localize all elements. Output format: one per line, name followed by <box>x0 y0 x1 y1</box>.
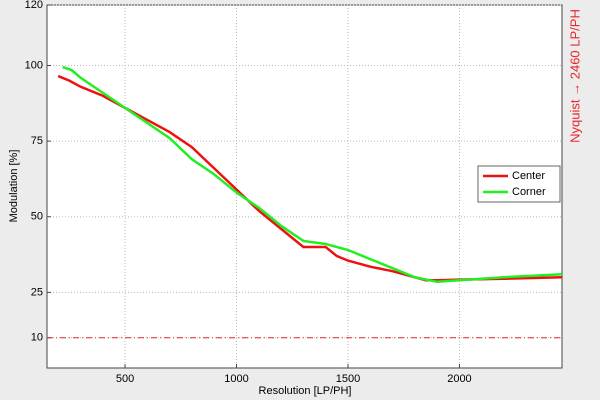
x-tick-label: 500 <box>116 373 134 385</box>
y-tick-label: 75 <box>31 135 43 147</box>
legend-label: Center <box>512 170 545 182</box>
legend-label: Corner <box>512 186 546 198</box>
x-axis-label: Resolution [LP/PH] <box>259 385 352 397</box>
y-tick-label: 25 <box>31 286 43 298</box>
x-tick-label: 2000 <box>447 373 471 385</box>
y-tick-label: 10 <box>31 332 43 344</box>
legend-box <box>477 165 561 203</box>
y-tick-label: 120 <box>25 0 43 11</box>
annotation: Nyquist → 2460 LP/PH <box>567 9 582 143</box>
y-tick-label: 100 <box>25 59 43 71</box>
x-tick-label: 1500 <box>336 373 360 385</box>
y-axis-label: Modulation [%] <box>8 150 20 223</box>
y-tick-label: 50 <box>31 211 43 223</box>
series-line <box>62 65 563 284</box>
x-tick-label: 1000 <box>224 373 248 385</box>
